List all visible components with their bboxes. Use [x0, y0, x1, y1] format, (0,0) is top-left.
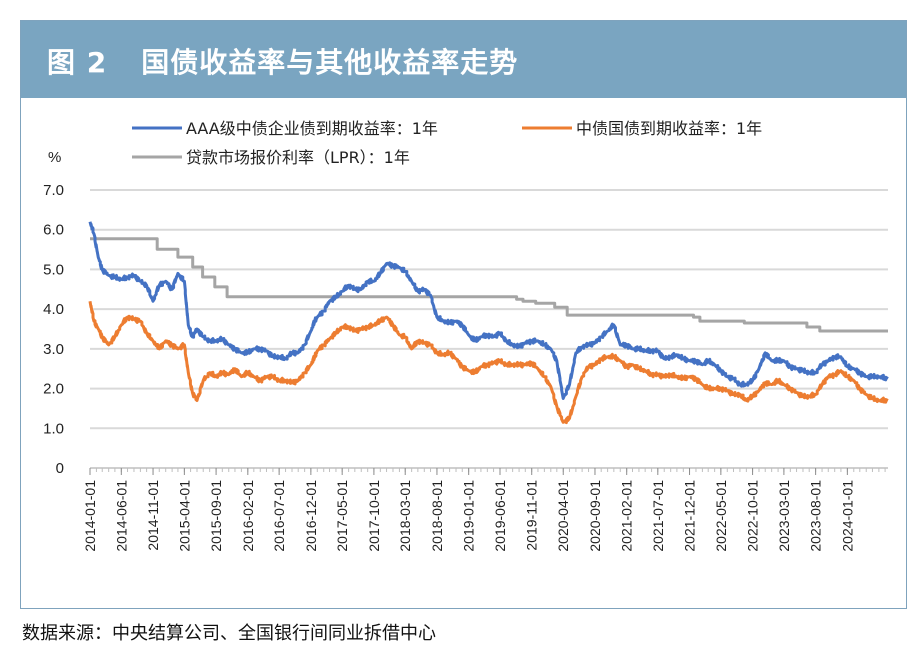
y-tick-label: 4.0 [43, 301, 64, 318]
x-tick-label: 2017-10-01 [366, 480, 382, 552]
figure-frame: 图 2 国债收益率与其他收益率走势 [20, 20, 907, 609]
figure-title: 图 2 国债收益率与其他收益率走势 [47, 41, 518, 81]
x-tick-label: 2021-12-01 [682, 480, 698, 552]
series-line-aaa-corporate [88, 221, 889, 400]
series-line-lpr [90, 237, 888, 333]
x-tick-label: 2017-05-01 [334, 480, 350, 552]
x-tick-label: 2024-01-01 [839, 480, 855, 552]
x-tick-label: 2016-12-01 [303, 480, 319, 552]
legend-label-lpr: 贷款市场报价利率（LPR）：1年 [186, 148, 410, 167]
series-lines [88, 221, 889, 425]
x-tick-label: 2014-06-01 [113, 480, 129, 552]
x-tick-label: 2015-04-01 [176, 480, 192, 552]
x-tick-label: 2021-02-01 [619, 480, 635, 552]
x-tick-label: 2019-06-01 [492, 480, 508, 552]
y-tick-label: 7.0 [43, 182, 64, 199]
gridlines [90, 189, 888, 430]
legend-label-aaa-corporate: AAA级中债企业债到期收益率：1年 [186, 119, 438, 138]
y-axis-unit-label: % [48, 149, 61, 166]
y-tick-label: 5.0 [43, 261, 64, 278]
figure-title-text: 国债收益率与其他收益率走势 [141, 46, 519, 79]
x-tick-label: 2018-03-01 [397, 480, 413, 552]
legend: AAA级中债企业债到期收益率：1年 中债国债到期收益率：1年 贷款市场报价利率（… [132, 119, 762, 167]
data-source-note: 数据来源：中央结算公司、全国银行间同业拆借中心 [22, 623, 436, 644]
x-tick-label: 2014-11-01 [145, 480, 161, 551]
series-line-treasury [88, 300, 889, 425]
x-tick-label: 2014-01-01 [82, 480, 98, 552]
x-tick-label: 2016-07-01 [271, 480, 287, 552]
x-tick-label: 2020-04-01 [555, 480, 571, 552]
y-tick-label: 3.0 [43, 341, 64, 358]
y-tick-label: 2.0 [43, 381, 64, 398]
x-tick-label: 2019-11-01 [524, 480, 540, 551]
x-tick-label: 2022-10-01 [745, 480, 761, 552]
y-tick-label: 1.0 [43, 420, 64, 437]
x-tick-label: 2015-09-01 [208, 480, 224, 552]
x-tick-label: 2023-08-01 [808, 480, 824, 552]
x-tick-label: 2019-01-01 [461, 480, 477, 552]
legend-label-treasury: 中债国债到期收益率：1年 [576, 119, 762, 138]
y-axis-ticks: 0 1.0 2.0 3.0 4.0 5.0 6.0 7.0 [43, 182, 64, 477]
x-tick-label: 2022-05-01 [713, 480, 729, 552]
x-tick-label: 2021-07-01 [650, 480, 666, 552]
figure-number: 图 2 [47, 46, 108, 79]
x-tick-label: 2018-08-01 [429, 480, 445, 552]
x-tick-label: 2016-02-01 [240, 480, 256, 552]
x-tick-label: 2023-03-01 [776, 480, 792, 552]
y-tick-label: 0 [56, 460, 64, 477]
x-tick-label: 2020-09-01 [587, 480, 603, 552]
title-bar: 图 2 国债收益率与其他收益率走势 [21, 21, 906, 98]
x-axis: 2014-01-01 2014-06-01 2014-11-01 2015-04-01… [82, 467, 888, 552]
y-tick-label: 6.0 [43, 222, 64, 239]
line-chart: 01.02.03.04.05.06.07.0 % 2014-01-01 2014-… [43, 119, 889, 552]
